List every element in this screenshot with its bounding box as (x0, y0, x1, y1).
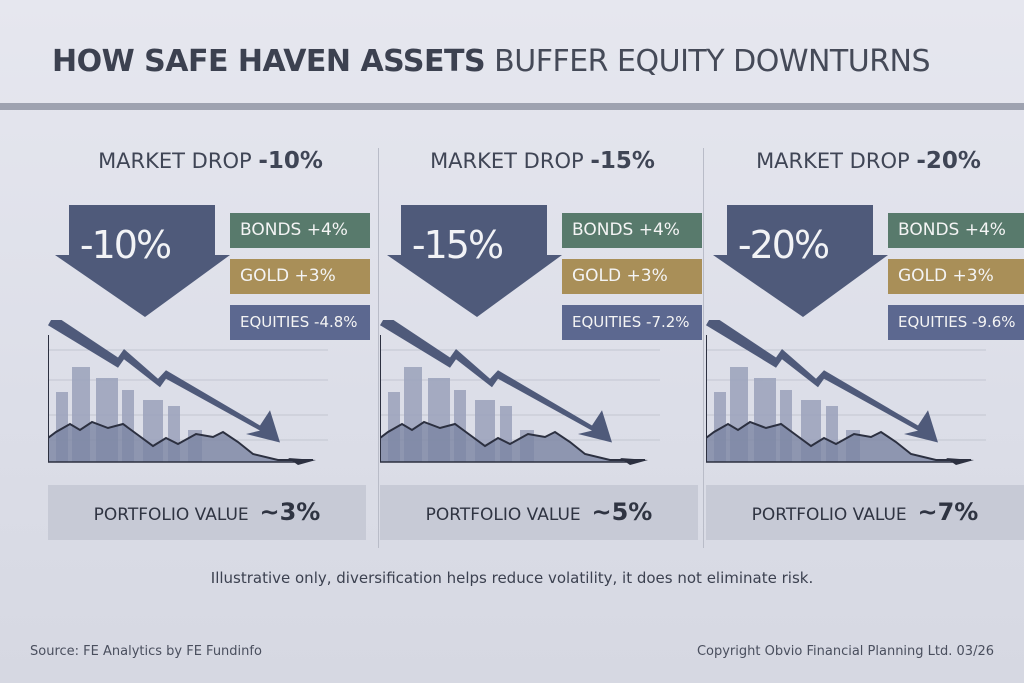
bonds-tag: BONDS +4% (562, 213, 702, 248)
portfolio-label: PORTFOLIO VALUE (93, 505, 249, 525)
drop-percent: -15% (411, 223, 504, 267)
bonds-tag: BONDS +4% (888, 213, 1024, 248)
title-rule (0, 103, 1024, 110)
heading-prefix: MARKET DROP (98, 149, 252, 173)
heading-value: -15% (590, 148, 655, 174)
trend-arrow-icon (48, 320, 280, 443)
gold-tag: GOLD +3% (230, 259, 370, 294)
title-light: BUFFER EQUITY DOWNTURNS (494, 44, 931, 79)
scenario-panel: MARKET DROP -15% -15% BONDS +4% GOLD +3%… (380, 140, 705, 550)
heading-prefix: MARKET DROP (430, 149, 584, 173)
portfolio-label: PORTFOLIO VALUE (751, 505, 907, 525)
chart-line (48, 420, 313, 461)
heading-value: -20% (916, 148, 981, 174)
trend-arrow-icon (380, 320, 612, 443)
trend-arrow-icon (706, 320, 938, 443)
portfolio-value: ~5% (591, 498, 653, 526)
portfolio-value-box: PORTFOLIO VALUE ~5% (380, 485, 698, 540)
down-arrow-icon: -20% (713, 205, 893, 317)
chart-area (48, 422, 308, 462)
bonds-tag: BONDS +4% (230, 213, 370, 248)
portfolio-value-box: PORTFOLIO VALUE ~7% (706, 485, 1024, 540)
disclaimer-note: Illustrative only, diversification helps… (210, 569, 814, 587)
down-arrow-icon: -10% (55, 205, 235, 317)
chart-line (706, 420, 971, 461)
scenario-panel: MARKET DROP -10% -10% BONDS +4% GOLD +3%… (48, 140, 373, 550)
column-divider (703, 148, 704, 548)
down-arrow-icon: -15% (387, 205, 567, 317)
equities-tag: EQUITIES -4.8% (230, 305, 370, 340)
heading-value: -10% (258, 148, 323, 174)
chart-area (706, 422, 966, 462)
gold-tag: GOLD +3% (888, 259, 1024, 294)
equities-tag: EQUITIES -9.6% (888, 305, 1024, 340)
gold-tag: GOLD +3% (562, 259, 702, 294)
title-bold: HOW SAFE HAVEN ASSETS (52, 44, 486, 79)
scenario-panel: MARKET DROP -20% -20% BONDS +4% GOLD +3%… (706, 140, 1024, 550)
panel-heading: MARKET DROP -15% (380, 148, 705, 174)
source-text: Source: FE Analytics by FE Fundinfo (30, 644, 262, 659)
copyright-text: Copyright Obvio Financial Planning Ltd. … (696, 644, 994, 659)
decline-chart (706, 320, 986, 465)
panel-heading: MARKET DROP -10% (48, 148, 373, 174)
portfolio-value-box: PORTFOLIO VALUE ~3% (48, 485, 366, 540)
drop-percent: -20% (737, 223, 830, 267)
drop-percent: -10% (79, 223, 172, 267)
portfolio-label: PORTFOLIO VALUE (425, 505, 581, 525)
decline-chart (380, 320, 660, 465)
equities-tag: EQUITIES -7.2% (562, 305, 702, 340)
portfolio-value: ~3% (259, 498, 321, 526)
portfolio-value: ~7% (917, 498, 979, 526)
decline-chart (48, 320, 328, 465)
page-title: HOW SAFE HAVEN ASSETS BUFFER EQUITY DOWN… (52, 44, 931, 79)
column-divider (378, 148, 379, 548)
panel-heading: MARKET DROP -20% (706, 148, 1024, 174)
heading-prefix: MARKET DROP (756, 149, 910, 173)
chart-area (380, 422, 640, 462)
chart-line (380, 420, 645, 461)
